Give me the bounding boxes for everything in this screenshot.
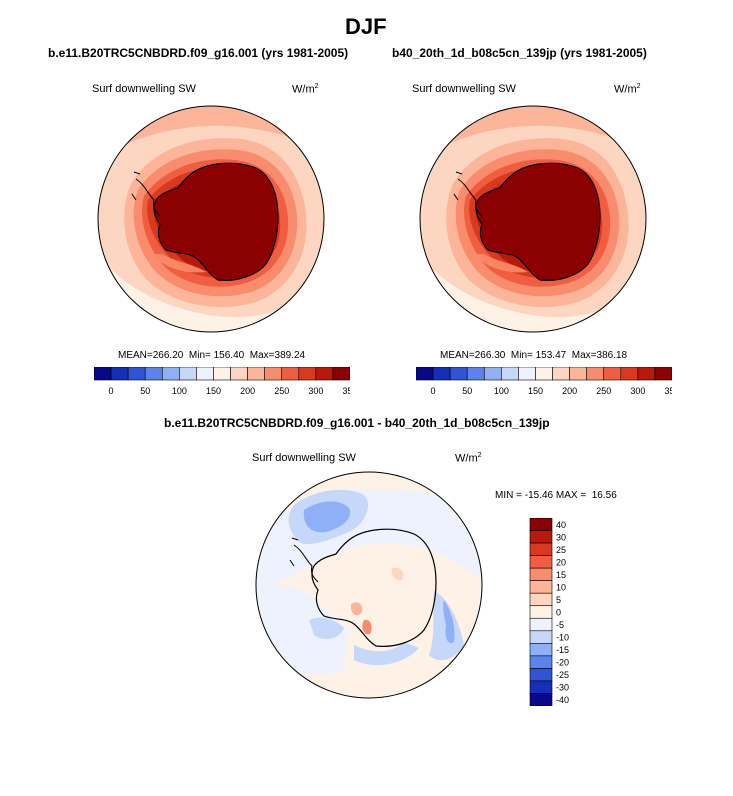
panel-left-units: W/m2 <box>292 83 319 96</box>
colorbar-right: 0 50 100 150 200 250 300 350 <box>416 367 672 396</box>
colorbar-tick-label: 350 <box>664 386 672 396</box>
diff-stats: MIN = -15.46 MAX = 16.56 <box>495 490 617 501</box>
colorbar-tick-label: 200 <box>240 386 255 396</box>
colorbar-diff: 40 30 25 20 15 10 5 0 -5 -10 -15 -20 -25 -30 -40 <box>529 518 569 706</box>
colorbar-tick-label: 15 <box>556 570 566 580</box>
colorbar-swatch <box>179 367 197 381</box>
colorbar-swatch <box>501 367 519 381</box>
colorbar-tick-label: 150 <box>528 386 543 396</box>
colorbar-swatch <box>529 555 553 569</box>
colorbar-swatch <box>529 592 553 607</box>
map-right <box>419 105 647 333</box>
colorbar-swatch <box>94 367 112 381</box>
colorbar-swatch <box>449 367 468 381</box>
colorbar-swatch <box>110 367 129 381</box>
colorbar-tick-label: 0 <box>556 608 561 618</box>
colorbar-swatch <box>529 655 553 669</box>
colorbar-tick-label: 10 <box>556 582 566 592</box>
colorbar-tick-label: 200 <box>562 386 577 396</box>
colorbar-tick-label: -5 <box>556 620 564 630</box>
panel-right-stats: MEAN=266.30 Min= 153.47 Max=386.18 <box>440 350 628 361</box>
colorbar-swatch <box>332 367 350 381</box>
colorbar-swatch <box>552 367 570 381</box>
colorbar-tick-label: -30 <box>556 683 569 693</box>
colorbar-swatch <box>529 617 553 632</box>
colorbar-swatch <box>569 367 587 381</box>
panel-right-variable: Surf downwelling SW <box>412 83 516 95</box>
colorbar-swatch <box>518 367 536 381</box>
colorbar-left: 0 50 100 150 200 250 300 350 <box>94 367 350 396</box>
colorbar-swatch <box>529 530 553 544</box>
colorbar-tick-label: 0 <box>109 386 114 396</box>
colorbar-tick-label: 300 <box>308 386 323 396</box>
colorbar-tick-label: 300 <box>630 386 645 396</box>
panel-right-case-title: b40_20th_1d_b08c5cn_139jp (yrs 1981-2005… <box>392 46 647 60</box>
panel-left-case-title: b.e11.B20TRC5CNBDRD.f09_g16.001 (yrs 198… <box>48 46 349 60</box>
colorbar-tick-label: 100 <box>172 386 187 396</box>
map-diff <box>255 471 483 699</box>
colorbar-swatch <box>637 367 656 381</box>
colorbar-swatch <box>196 367 214 381</box>
colorbar-swatch <box>529 542 553 556</box>
colorbar-tick-label: 250 <box>596 386 611 396</box>
colorbar-swatch <box>603 367 622 381</box>
colorbar-swatch <box>281 367 300 381</box>
colorbar-tick-label: -10 <box>556 633 569 643</box>
colorbar-tick-label: 250 <box>274 386 289 396</box>
colorbar-swatch <box>144 367 163 381</box>
diff-variable: Surf downwelling SW <box>252 452 356 464</box>
colorbar-swatch <box>213 367 231 381</box>
colorbar-swatch <box>432 367 451 381</box>
colorbar-tick-label: 30 <box>556 532 566 542</box>
colorbar-swatch <box>529 680 553 694</box>
colorbar-swatch <box>535 367 553 381</box>
colorbar-swatch <box>161 367 180 381</box>
colorbar-swatch <box>298 367 317 381</box>
colorbar-tick-label: -15 <box>556 645 569 655</box>
colorbar-tick-label: 50 <box>140 386 150 396</box>
colorbar-tick-label: 150 <box>206 386 221 396</box>
colorbar-swatch <box>586 367 605 381</box>
colorbar-tick-label: 40 <box>556 520 566 530</box>
colorbar-swatch <box>127 367 146 381</box>
figure-title: DJF <box>345 14 387 39</box>
colorbar-swatch <box>620 367 639 381</box>
colorbar-swatch <box>529 605 553 619</box>
colorbar-swatch <box>315 367 334 381</box>
colorbar-swatch <box>529 630 553 644</box>
colorbar-tick-label: 5 <box>556 595 561 605</box>
map-left <box>97 105 325 333</box>
colorbar-swatch <box>247 367 265 381</box>
colorbar-swatch <box>483 367 502 381</box>
colorbar-tick-label: 20 <box>556 557 566 567</box>
colorbar-swatch <box>529 693 553 706</box>
colorbar-swatch <box>529 580 553 594</box>
colorbar-tick-label: 0 <box>431 386 436 396</box>
panel-right-units: W/m2 <box>614 83 641 96</box>
colorbar-swatch <box>529 567 553 581</box>
colorbar-swatch <box>529 643 553 657</box>
colorbar-swatch <box>654 367 672 381</box>
colorbar-tick-label: -40 <box>556 695 569 705</box>
colorbar-tick-label: -25 <box>556 670 569 680</box>
diff-units: W/m2 <box>455 452 482 465</box>
colorbar-swatch <box>416 367 434 381</box>
colorbar-tick-label: 25 <box>556 545 566 555</box>
colorbar-tick-label: 100 <box>494 386 509 396</box>
colorbar-tick-label: 50 <box>462 386 472 396</box>
colorbar-tick-label: 350 <box>342 386 350 396</box>
colorbar-swatch <box>529 668 553 682</box>
colorbar-swatch <box>529 518 553 531</box>
panel-left-stats: MEAN=266.20 Min= 156.40 Max=389.24 <box>118 350 306 361</box>
colorbar-swatch <box>466 367 485 381</box>
diff-title: b.e11.B20TRC5CNBDRD.f09_g16.001 - b40_20… <box>164 416 550 430</box>
panel-left-variable: Surf downwelling SW <box>92 83 196 95</box>
colorbar-swatch <box>264 367 283 381</box>
colorbar-swatch <box>230 367 248 381</box>
colorbar-tick-label: -20 <box>556 658 569 668</box>
